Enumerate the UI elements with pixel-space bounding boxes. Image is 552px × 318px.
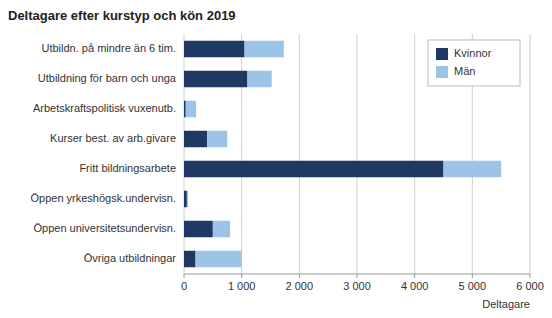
x-axis-label: Deltagare <box>482 298 530 310</box>
grid-line <box>357 34 358 274</box>
bar <box>196 251 242 268</box>
bar <box>187 191 188 208</box>
bar <box>207 131 227 148</box>
grid-line <box>184 34 185 274</box>
category-label: Fritt bildningsarbete <box>79 162 176 174</box>
bars <box>184 41 501 268</box>
tick-mark <box>414 274 415 278</box>
tick-label: 6 000 <box>516 280 544 292</box>
axis-line <box>184 274 530 275</box>
category-label: Öppen yrkeshögsk.undervisn. <box>30 192 176 204</box>
grid-line <box>241 34 242 274</box>
category-label: Utbildning för barn och unga <box>38 72 177 84</box>
tick-mark <box>299 274 300 278</box>
tick-label: 3 000 <box>343 280 371 292</box>
bar <box>184 131 207 148</box>
bar <box>184 161 444 178</box>
y-axis: Övriga utbildningar Öppen universitetsund… <box>30 42 176 264</box>
legend-swatch <box>436 66 448 78</box>
category-label: Utbildn. på mindre än 6 tim. <box>41 42 176 54</box>
tick-label: 1 000 <box>228 280 256 292</box>
bar <box>213 221 230 238</box>
tick-mark <box>357 274 358 278</box>
category-label: Övriga utbildningar <box>84 252 177 264</box>
legend-label: Kvinnor <box>454 47 492 59</box>
legend: Kvinnor Män <box>428 40 520 86</box>
grid-line <box>414 34 415 274</box>
legend-label: Män <box>454 65 475 77</box>
title: Deltagare efter kurstyp och kön 2019 <box>8 8 236 23</box>
tick-mark <box>241 274 242 278</box>
chart: Deltagare efter kurstyp och kön 2019 0 1 0… <box>0 0 552 318</box>
bar <box>245 41 284 58</box>
bar <box>247 71 271 88</box>
tick-label: 0 <box>181 280 187 292</box>
tick-label: 4 000 <box>401 280 429 292</box>
bar <box>186 101 196 118</box>
bar <box>184 71 247 88</box>
legend-swatch <box>436 48 448 60</box>
category-label: Kurser best. av arb.givare <box>50 132 176 144</box>
bar <box>184 101 186 118</box>
x-axis: 0 1 000 2 000 3 000 4 000 5 000 6 000 <box>181 274 544 292</box>
tick-label: 5 000 <box>459 280 487 292</box>
grid <box>184 34 530 274</box>
grid-line <box>530 34 531 274</box>
grid-line <box>299 34 300 274</box>
tick-label: 2 000 <box>286 280 314 292</box>
bar <box>184 221 213 238</box>
category-label: Arbetskraftspolitisk vuxenutb. <box>33 102 176 114</box>
legend-box <box>428 40 520 86</box>
bar <box>184 191 187 208</box>
category-label: Öppen universitetsundervisn. <box>34 222 176 234</box>
tick-mark <box>530 274 531 278</box>
bar <box>444 161 502 178</box>
tick-mark <box>184 274 185 278</box>
bar <box>184 251 196 268</box>
tick-mark <box>472 274 473 278</box>
bar <box>184 41 245 58</box>
